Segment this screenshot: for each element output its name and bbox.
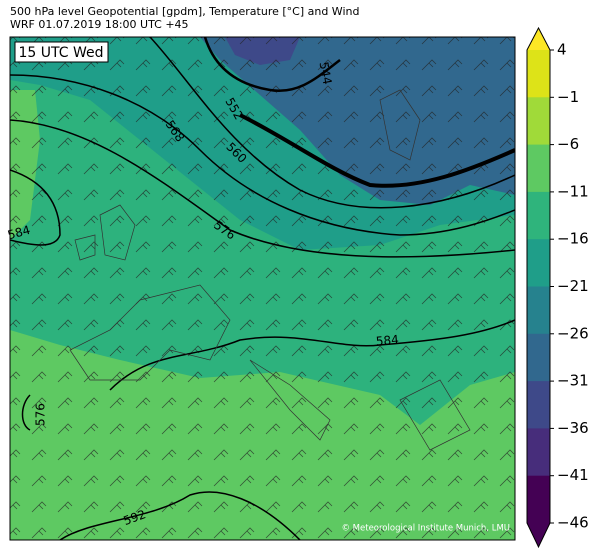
colorbar-extend-under: [527, 523, 550, 547]
time-label: 15 UTC Wed: [19, 45, 104, 61]
colorbar-band: [527, 333, 550, 382]
header-subtitle: WRF 01.07.2019 18:00 UTC +45: [10, 18, 189, 31]
contour-label: 544: [317, 61, 335, 86]
colorbar-band: [527, 50, 550, 98]
map-frame: [9, 36, 516, 541]
colorbar-tick-label: −26: [557, 324, 589, 342]
colorbar-tick-label: −11: [557, 182, 589, 200]
colorbar-band: [527, 191, 550, 240]
contour-label: 576: [34, 403, 48, 426]
coastlines: [69, 89, 471, 451]
contour-label: 584: [6, 223, 32, 242]
time-label-box: [14, 41, 109, 63]
contour-label: 584: [375, 333, 399, 349]
contours: [10, 37, 515, 540]
colorbar-band: [527, 286, 550, 335]
colorbar-tick-label: −6: [557, 135, 579, 153]
colorbar-band: [527, 97, 550, 146]
map: [10, 37, 515, 540]
colorbar-tick-label: −41: [557, 466, 589, 484]
colorbar-band: [527, 144, 550, 193]
colorbar: 4 −1 −6 −11 −16 −21 −26 −31 −36 −41 −46: [526, 26, 589, 549]
colorbar-band: [527, 381, 550, 429]
colorbar-tick-label: 4: [557, 41, 567, 59]
colorbar-tick-label: −16: [557, 230, 589, 248]
credit: © Meteorological Institute Munich, LMU: [341, 524, 510, 534]
colorbar-tick-label: −21: [557, 277, 589, 295]
colorbar-tick-label: −46: [557, 514, 589, 532]
colorbar-extend-over: [527, 28, 550, 50]
header-title: 500 hPa level Geopotential [gpdm], Tempe…: [10, 5, 359, 18]
colorbar-tick-label: −1: [557, 88, 579, 106]
colorbar-tick-label: −31: [557, 372, 589, 390]
colorbar-tick-label: −36: [557, 419, 589, 437]
wind-barbs: [10, 37, 515, 540]
colorbar-band: [527, 428, 550, 477]
colorbar-band: [527, 239, 550, 287]
colorbar-band: [527, 475, 550, 524]
